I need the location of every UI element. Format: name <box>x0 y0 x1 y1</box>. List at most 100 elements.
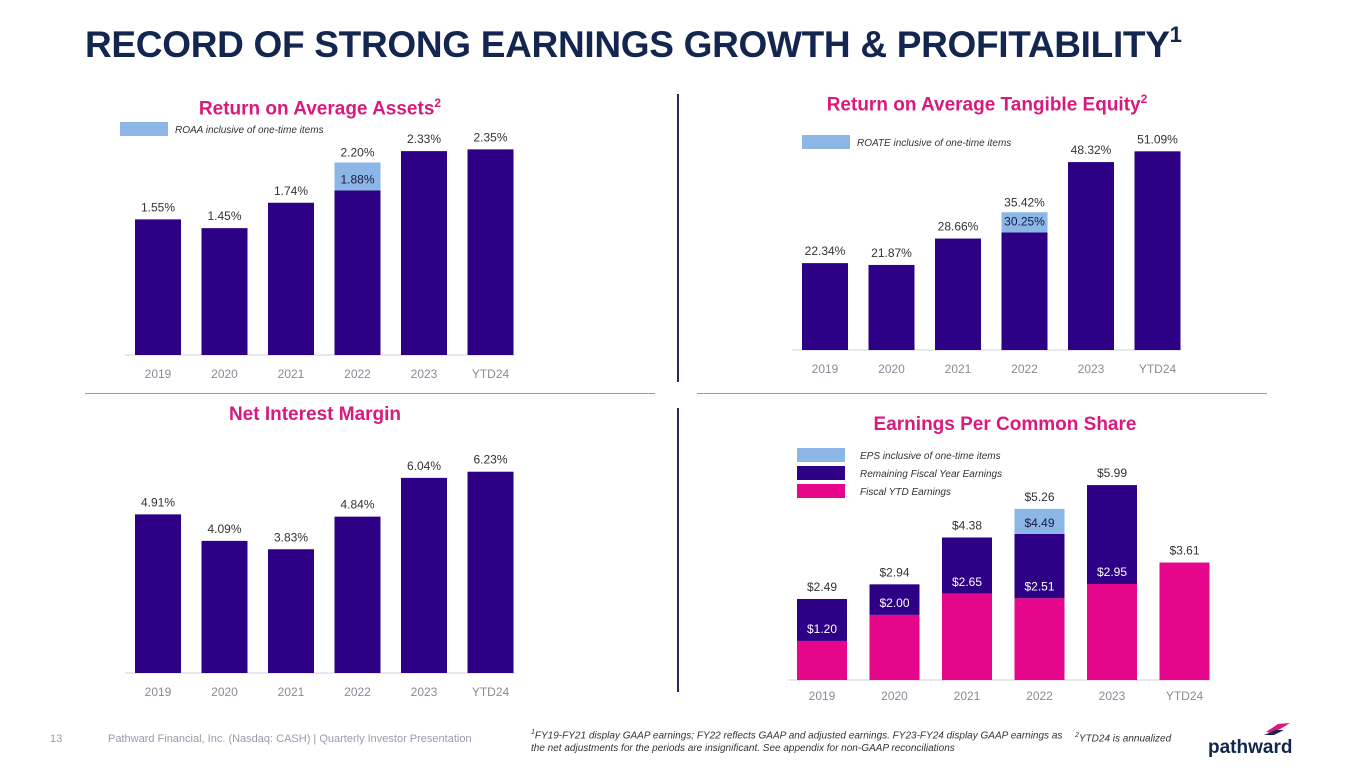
bar <box>268 202 314 355</box>
vertical-divider-bottom <box>677 408 679 692</box>
bar-ytd <box>942 593 992 680</box>
data-label: 3.83% <box>274 530 308 544</box>
bar-ytd <box>1159 562 1210 680</box>
data-label-ytd: $2.51 <box>1024 579 1054 593</box>
bar <box>1001 232 1048 350</box>
tick-label: 2022 <box>344 685 371 699</box>
tick-label: 2021 <box>945 362 972 376</box>
legend-label: Remaining Fiscal Year Earnings <box>860 469 1002 480</box>
legend-label: Fiscal YTD Earnings <box>860 487 951 498</box>
tick-label: 2020 <box>878 362 905 376</box>
company-line: Pathward Financial, Inc. (Nasdaq: CASH) … <box>108 733 472 745</box>
roaa-chart: ROAA inclusive of one-time items 1.55% 201… <box>120 122 515 381</box>
tick-label: 2023 <box>1099 689 1126 703</box>
data-label: 51.09% <box>1137 132 1178 146</box>
tick-label: YTD24 <box>1139 362 1177 376</box>
legend-swatch <box>797 484 845 498</box>
data-label: 22.34% <box>805 244 846 258</box>
bar <box>334 190 381 355</box>
footnote-1: 1FY19-FY21 display GAAP earnings; FY22 r… <box>531 729 1063 755</box>
legend-swatch <box>802 135 850 149</box>
data-label: 1.88% <box>340 173 374 187</box>
logo-mark <box>1266 723 1290 733</box>
data-label: 6.04% <box>407 459 441 473</box>
data-label-ytd: $2.95 <box>1097 565 1127 579</box>
bar-ytd <box>797 640 847 680</box>
data-label: 28.66% <box>938 220 979 234</box>
legend-label: ROATE inclusive of one-time items <box>857 138 1011 149</box>
data-label: 2.35% <box>473 130 507 144</box>
horizontal-divider-right <box>697 393 1267 394</box>
bar <box>401 477 447 673</box>
tick-label: 2021 <box>954 689 981 703</box>
bar-one-time <box>1014 508 1065 534</box>
bar <box>802 263 848 350</box>
bar <box>401 151 447 355</box>
data-label: 4.91% <box>141 495 175 509</box>
data-label-one-time: 35.42% <box>1004 195 1045 209</box>
legend-label: ROAA inclusive of one-time items <box>175 125 324 136</box>
data-label: 1.45% <box>207 209 241 223</box>
bar <box>868 264 915 350</box>
tick-label: 2022 <box>1026 689 1053 703</box>
tick-label: 2019 <box>145 685 172 699</box>
tick-label: YTD24 <box>472 367 510 381</box>
legend-swatch <box>797 466 845 480</box>
tick-label: 2019 <box>812 362 839 376</box>
bar <box>935 238 981 350</box>
bar <box>135 219 181 355</box>
tick-label: 2019 <box>145 367 172 381</box>
bar-remaining <box>869 584 920 615</box>
page-title: RECORD OF STRONG EARNINGS GROWTH & PROFI… <box>85 22 1182 65</box>
bar-one-time <box>334 162 381 191</box>
legend-swatch <box>797 448 845 462</box>
roaa-chart-title: Return on Average Assets2 <box>198 96 442 120</box>
data-label-total: $4.38 <box>952 518 982 532</box>
tick-label: 2021 <box>278 685 305 699</box>
data-label: 1.74% <box>274 184 308 198</box>
nim-chart-title: Net Interest Margin <box>228 404 402 425</box>
eps-chart: EPS inclusive of one-time items Remaining… <box>788 448 1210 703</box>
legend-swatch <box>120 122 168 136</box>
data-label-total: $2.49 <box>807 580 837 594</box>
bar <box>467 471 514 673</box>
tick-label: 2021 <box>278 367 305 381</box>
data-label-total: $5.99 <box>1097 466 1127 480</box>
bar-remaining <box>1014 533 1065 599</box>
tick-label: YTD24 <box>472 685 510 699</box>
tick-label: 2022 <box>344 367 371 381</box>
roate-chart-title: Return on Average Tangible Equity2 <box>826 92 1148 116</box>
tick-label: 2023 <box>1078 362 1105 376</box>
data-label: $3.61 <box>1169 544 1199 558</box>
data-label-ytd: $2.65 <box>952 575 982 589</box>
roate-chart: ROATE inclusive of one-time items 22.34% 2… <box>792 132 1182 376</box>
data-label-ytd: $1.20 <box>807 622 837 636</box>
data-label: 1.55% <box>141 200 175 214</box>
data-label-remaining: $4.49 <box>1024 516 1054 530</box>
tick-label: 2019 <box>809 689 836 703</box>
logo-text: pathward <box>1208 737 1292 757</box>
pathward-logo: pathward <box>1208 723 1292 757</box>
bar <box>268 549 314 673</box>
bar <box>1134 151 1181 350</box>
tick-label: 2020 <box>211 367 238 381</box>
bar-ytd <box>1087 584 1137 680</box>
bar-remaining <box>942 537 992 594</box>
data-label: 21.87% <box>871 246 912 260</box>
tick-label: YTD24 <box>1166 689 1204 703</box>
horizontal-divider-left <box>85 393 655 394</box>
bar-one-time <box>1001 212 1048 233</box>
data-label: 6.23% <box>473 453 507 467</box>
tick-label: 2023 <box>411 685 438 699</box>
data-label: 2.33% <box>407 132 441 146</box>
data-label-one-time: 2.20% <box>340 146 374 160</box>
bar-ytd <box>1014 598 1065 680</box>
tick-label: 2022 <box>1011 362 1038 376</box>
data-label-total: $2.94 <box>879 565 909 579</box>
bar <box>334 516 381 673</box>
bar-remaining <box>1087 485 1137 585</box>
data-label-ytd: $2.00 <box>879 596 909 610</box>
tick-label: 2020 <box>881 689 908 703</box>
data-label: 4.09% <box>207 522 241 536</box>
nim-chart: 4.91% 2019 4.09% 2020 3.83% 2021 4.84% 2022 6.04… <box>125 453 515 699</box>
